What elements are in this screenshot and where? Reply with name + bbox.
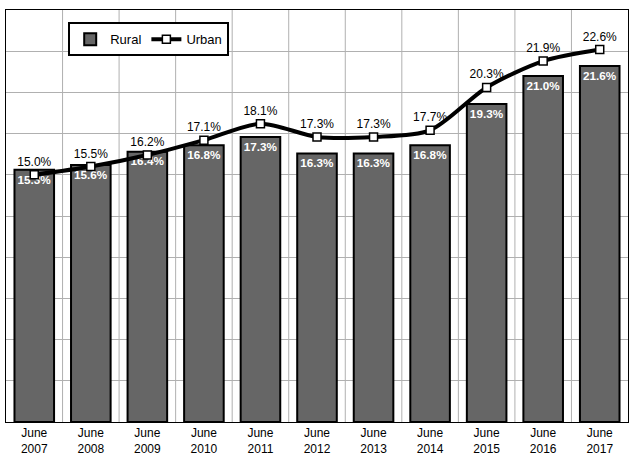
svg-text:15.3%: 15.3% [17, 173, 51, 186]
svg-text:16.2%: 16.2% [130, 135, 164, 149]
svg-text:16.8%: 16.8% [187, 148, 221, 161]
svg-text:17.1%: 17.1% [187, 120, 221, 134]
svg-text:17.7%: 17.7% [413, 110, 447, 124]
svg-text:June2017: June2017 [586, 426, 613, 456]
svg-text:17.3%: 17.3% [300, 117, 334, 131]
svg-text:17.3%: 17.3% [244, 140, 278, 153]
svg-text:June2013: June2013 [360, 426, 387, 456]
svg-text:16.3%: 16.3% [300, 156, 334, 169]
svg-text:15.5%: 15.5% [74, 147, 108, 161]
svg-text:22.6%: 22.6% [583, 30, 617, 44]
svg-text:21.9%: 21.9% [526, 41, 560, 55]
svg-text:16.3%: 16.3% [357, 156, 391, 169]
svg-text:15.0%: 15.0% [17, 155, 51, 169]
svg-text:20.3%: 20.3% [470, 67, 504, 81]
svg-text:June2009: June2009 [134, 426, 161, 456]
svg-text:June2014: June2014 [417, 426, 444, 456]
svg-text:June2007: June2007 [21, 426, 48, 456]
svg-text:Urban: Urban [186, 32, 221, 47]
svg-text:19.3%: 19.3% [470, 107, 504, 120]
svg-text:18.1%: 18.1% [243, 104, 277, 118]
svg-text:17.3%: 17.3% [357, 117, 391, 131]
svg-text:June2015: June2015 [473, 426, 500, 456]
svg-text:15.6%: 15.6% [74, 168, 108, 181]
svg-text:21.0%: 21.0% [526, 79, 560, 92]
svg-text:21.6%: 21.6% [583, 69, 617, 82]
svg-text:June2016: June2016 [530, 426, 557, 456]
svg-text:16.8%: 16.8% [413, 148, 447, 161]
svg-text:June2012: June2012 [304, 426, 331, 456]
svg-text:June2010: June2010 [191, 426, 218, 456]
svg-text:16.4%: 16.4% [131, 154, 165, 167]
svg-text:Rural: Rural [110, 32, 141, 47]
svg-text:June2008: June2008 [77, 426, 104, 456]
svg-text:June2011: June2011 [247, 426, 273, 456]
